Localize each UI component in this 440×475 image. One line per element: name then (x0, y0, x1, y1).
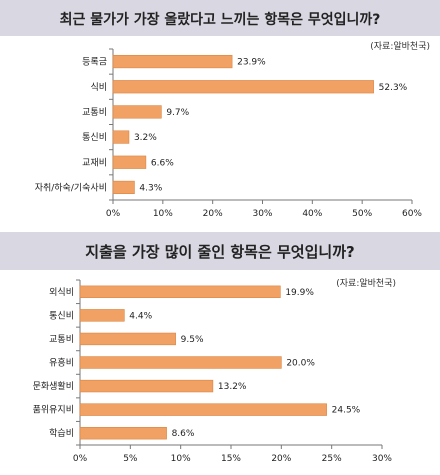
chart1-value-label: 3.2% (134, 133, 157, 143)
chart1-x-tick-label: 40% (302, 209, 322, 219)
chart1-x-tick-label: 50% (352, 209, 372, 219)
chart2-category-label: 외식비 (49, 286, 74, 298)
chart2-bar (79, 309, 125, 322)
chart1-bar (112, 54, 233, 69)
chart2-x-tick-label: 10% (171, 454, 191, 464)
chart1-x-tick-label: 10% (153, 209, 173, 219)
chart2-bar (79, 427, 167, 440)
chart1-category-label: 자취/하숙/기숙사비 (35, 182, 107, 193)
chart2-bar (79, 356, 282, 369)
chart1-bar (112, 155, 147, 169)
chart2-x-tick-label: 20% (271, 454, 291, 464)
chart2-category-label: 통신비 (49, 310, 74, 321)
chart1-value-label: 23.9% (237, 58, 266, 68)
chart1-svg: 등록금 23.9% 식비 52.3% 교통비 9.7% 통신비 3.2% 교재비 6.6% 자취/하… (35, 48, 422, 219)
chart1-value-label: 52.3% (379, 83, 408, 93)
chart2-value-label: 8.6% (172, 429, 195, 439)
chart2-value-label: 9.5% (181, 335, 204, 345)
chart2-x-tick-label: 30% (372, 454, 392, 464)
chart1-x-tick-label: 0% (106, 209, 121, 219)
chart1-source: (자료:알바천국) (370, 42, 430, 52)
chart1-x-tick-label: 60% (402, 209, 422, 219)
chart2-value-label: 19.9% (285, 288, 314, 298)
chart1-value-label: 4.3% (139, 183, 162, 193)
chart2-x-tick-label: 15% (221, 454, 241, 464)
chart2-bar (79, 285, 281, 298)
chart1-value-label: 6.6% (151, 158, 174, 168)
chart2-bar (79, 332, 176, 346)
chart2-title: 지출을 가장 많이 줄인 항목은 무엇입니까? (85, 243, 355, 261)
chart2-category-label: 문화생활비 (33, 380, 74, 392)
chart2-title-bar: 지출을 가장 많이 줄인 항목은 무엇입니까? (0, 232, 440, 270)
chart1-bar (112, 130, 130, 144)
chart2-source: (자료:알바천국) (336, 279, 396, 289)
chart2-x-tick-label: 0% (73, 454, 88, 464)
chart1-category-label: 등록금 (82, 57, 107, 68)
chart1-category-label: 교재비 (82, 157, 107, 168)
chart1-x-tick-label: 20% (203, 209, 223, 219)
chart1-bar (112, 105, 162, 119)
chart1-bar (112, 80, 374, 94)
chart2-value-label: 4.4% (129, 311, 152, 321)
chart1-title-bar: 최근 물가가 가장 올랐다고 느끼는 항목은 무엇입니까? (0, 0, 440, 36)
chart2-x-tick-label: 5% (123, 454, 138, 464)
chart1-category-label: 통신비 (82, 132, 107, 143)
chart2-category-label: 교통비 (49, 334, 74, 345)
chart2-value-label: 13.2% (218, 382, 247, 392)
chart1-x-tick-label: 30% (252, 209, 272, 219)
chart2-value-label: 20.0% (286, 359, 315, 369)
chart1-value-label: 9.7% (166, 108, 189, 118)
chart2-value-label: 24.5% (332, 406, 361, 416)
chart1-bar (112, 180, 135, 195)
chart1-title: 최근 물가가 가장 올랐다고 느끼는 항목은 무엇입니까? (59, 12, 381, 28)
chart2-category-label: 학습비 (49, 428, 74, 439)
chart1-category-label: 교통비 (82, 107, 107, 118)
chart2-bar (79, 403, 327, 416)
chart2-x-tick-label: 25% (322, 454, 342, 464)
chart2-category-label: 품위유지비 (33, 405, 74, 416)
chart2-category-label: 유흥비 (49, 357, 74, 369)
chart2-bar (79, 379, 214, 393)
chart1-category-label: 식비 (90, 82, 107, 93)
